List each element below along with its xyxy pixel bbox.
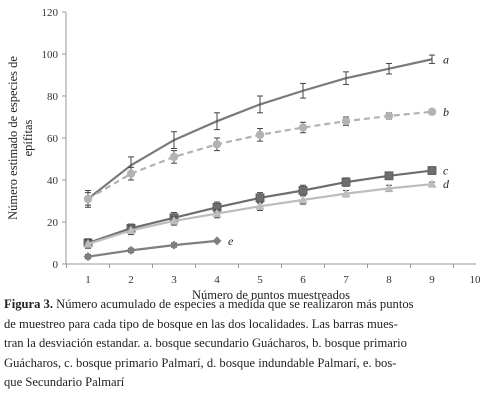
data-point (341, 188, 351, 198)
series-d: d (83, 177, 450, 249)
series-b-label: b (443, 105, 449, 119)
data-point (212, 236, 222, 246)
data-point (83, 252, 93, 262)
x-axis-label: Número de puntos muestreados (192, 288, 350, 300)
y-tick-label: 40 (47, 175, 59, 187)
y-axis-label-line1: Número estimado de especies de (6, 56, 20, 220)
series-d-label: d (443, 177, 450, 191)
x-tick-label: 1 (85, 274, 91, 286)
series-c-label: c (443, 164, 449, 178)
data-point (212, 140, 222, 149)
caption-line-1: Figura 3. Número acumulado de especies a… (4, 295, 498, 315)
data-point (255, 130, 265, 140)
data-point (126, 225, 136, 234)
caption-line-1-text: Número acumulado de especies a medida qu… (52, 297, 414, 311)
x-tick-label: 9 (429, 274, 435, 286)
data-point (384, 111, 394, 121)
x-tick-label: 10 (470, 274, 482, 286)
data-point (255, 201, 265, 210)
data-point (255, 193, 265, 203)
chart-axes: 0 20 40 60 80 100 120 1 2 3 4 5 6 7 8 9 10 (42, 7, 482, 286)
species-accumulation-chart: 0 20 40 60 80 100 120 1 2 3 4 5 6 7 8 9 10 a b cd e Número … (6, 7, 482, 300)
data-point (384, 171, 394, 181)
x-tick-label: 7 (343, 274, 349, 286)
caption-line-5: que Secundario Palmarí (4, 375, 125, 389)
data-point (212, 208, 222, 218)
caption-line-4: Guácharos, c. bosque primario Palmarí, d… (4, 355, 397, 370)
data-point (427, 166, 437, 175)
x-tick-label: 5 (257, 274, 263, 286)
chart-plot-area: a b cd e (83, 52, 450, 262)
data-point (384, 183, 394, 192)
x-tick-label: 2 (128, 274, 134, 286)
data-point (341, 177, 351, 187)
series-e-line (87, 239, 218, 258)
series-b-line (87, 110, 433, 200)
data-point (126, 169, 136, 178)
data-point (298, 194, 308, 204)
series-e-label: e (228, 234, 234, 248)
x-tick-label: 6 (300, 274, 306, 286)
y-tick-label: 120 (42, 7, 59, 19)
y-axis-label-line2: epífitas (21, 119, 35, 156)
data-point (427, 107, 437, 116)
series-a: a (85, 52, 449, 208)
data-point (169, 215, 179, 225)
data-point (83, 239, 93, 248)
data-point (427, 179, 437, 188)
caption-line-2: de muestreo para cada tipo de bosque en … (4, 316, 398, 331)
data-point (83, 194, 93, 204)
data-point (341, 117, 351, 126)
x-tick-label: 8 (386, 274, 392, 286)
data-point (169, 152, 179, 162)
series-b: b (83, 105, 449, 206)
y-tick-label: 60 (47, 133, 59, 145)
figure-caption: Figura 3. Número acumulado de especies a… (4, 295, 498, 393)
y-tick-label: 100 (42, 49, 59, 61)
x-tick-label: 3 (171, 274, 177, 286)
x-tick-label: 4 (214, 274, 220, 286)
data-point (298, 186, 308, 195)
y-tick-label: 80 (47, 91, 59, 103)
y-tick-label: 0 (53, 259, 59, 271)
caption-line-3: tran la desviación estandar. a. bosque s… (4, 336, 407, 350)
series-e: e (83, 234, 234, 262)
data-point (169, 240, 179, 250)
data-point (126, 245, 136, 255)
y-tick-label: 20 (47, 217, 59, 229)
data-point (298, 123, 308, 132)
series-a-label: a (443, 52, 449, 66)
caption-figure-label: Figura 3. (4, 297, 53, 311)
